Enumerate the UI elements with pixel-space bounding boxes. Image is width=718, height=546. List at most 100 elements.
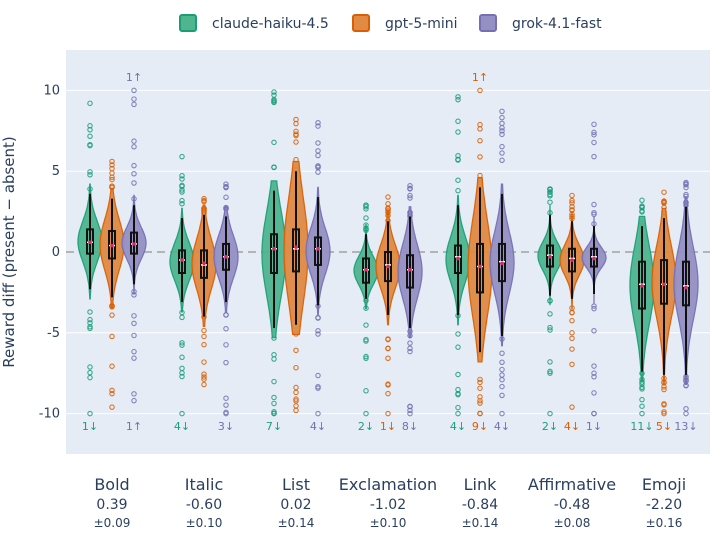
outlier-point (683, 405, 689, 412)
outlier-point (407, 182, 413, 189)
violin-mean-marker (684, 285, 688, 290)
outlier-point (179, 370, 185, 376)
outlier-point (179, 173, 185, 179)
outlier-point (407, 410, 413, 417)
violin-mean-marker (386, 264, 390, 269)
outlier-point (591, 327, 597, 334)
outlier-point (385, 201, 391, 207)
outlier-point (293, 364, 299, 371)
outlier-point (385, 355, 391, 361)
outlier-point (109, 174, 115, 180)
outlier-point (271, 139, 277, 146)
x-category-label: Exclamation (339, 475, 437, 494)
legend-swatch (179, 14, 197, 32)
outlier-point (455, 129, 461, 135)
outlier-point (477, 87, 483, 94)
outlier-point (407, 345, 413, 352)
x-category-label: Link (464, 475, 498, 494)
outlier-point (179, 153, 185, 160)
outlier-point (315, 148, 321, 154)
x-category-label: Italic (185, 475, 223, 494)
outlier-point (87, 364, 93, 370)
outlier-point (179, 410, 185, 417)
clip-count-label: 4↓ (564, 420, 580, 433)
outlier-point (499, 150, 505, 156)
outlier-point (201, 376, 207, 382)
outlier-point (131, 96, 137, 102)
outlier-point (293, 403, 299, 409)
x-category-mean: 0.39 (96, 497, 127, 513)
outlier-point (569, 200, 575, 206)
outlier-point (131, 87, 137, 94)
clip-count-label: 13↓ (674, 420, 697, 433)
outlier-point (569, 197, 575, 204)
outlier-point (591, 153, 597, 160)
x-category-se: ±0.14 (278, 516, 315, 530)
outlier-point (569, 361, 575, 368)
outlier-point (131, 171, 137, 177)
outlier-point (591, 370, 597, 376)
outlier-point (499, 125, 505, 131)
outlier-point (315, 372, 321, 379)
outlier-point (407, 403, 413, 410)
outlier-point (639, 197, 645, 204)
outlier-point (87, 169, 93, 175)
outlier-point (499, 157, 505, 164)
outlier-point (639, 204, 645, 210)
violin-iqr-box (498, 242, 506, 283)
outlier-point (179, 176, 185, 182)
outlier-point (201, 371, 207, 377)
outlier-point (547, 370, 553, 376)
clip-count-label: 1↑ (126, 420, 142, 433)
outlier-point (661, 189, 667, 195)
outlier-point (109, 333, 115, 340)
outlier-point (271, 99, 277, 105)
outlier-point (131, 391, 137, 397)
top-clip-label: 1↑ (472, 71, 488, 84)
outlier-point (455, 404, 461, 411)
x-category-se: ±0.08 (554, 516, 591, 530)
outlier-point (179, 183, 185, 190)
violin-iqr-box (660, 259, 668, 305)
violin-iqr-box (292, 228, 300, 273)
x-category-se: ±0.16 (646, 516, 683, 530)
violin-mean-marker (272, 246, 276, 251)
outlier-point (109, 404, 115, 410)
violin-mean-marker (316, 246, 320, 251)
outlier-point (293, 347, 299, 354)
outlier-point (591, 129, 597, 136)
outlier-point (499, 108, 505, 115)
outlier-point (591, 139, 597, 146)
violin-iqr-box (476, 242, 484, 294)
outlier-point (547, 410, 553, 417)
outlier-point (385, 410, 391, 417)
outlier-point (271, 394, 277, 401)
outlier-point (223, 402, 229, 408)
outlier-point (179, 354, 185, 361)
outlier-point (363, 203, 369, 210)
outlier-point (87, 127, 93, 133)
outlier-point (639, 410, 645, 417)
y-tick-label: 5 (52, 164, 60, 179)
x-category-se: ±0.10 (186, 516, 223, 530)
outlier-point (131, 320, 137, 327)
outlier-point (569, 404, 575, 410)
violin-iqr-box (130, 231, 138, 255)
outlier-point (109, 158, 115, 165)
y-axis-label: Reward diff (present − absent) (0, 136, 18, 367)
violin-mean-marker (110, 243, 114, 248)
outlier-point (455, 118, 461, 125)
outlier-point (293, 139, 299, 145)
violin-mean-marker (640, 284, 644, 288)
y-tick-label: 10 (43, 83, 60, 98)
outlier-point (477, 121, 483, 128)
outlier-point (591, 303, 597, 309)
legend-swatch (479, 14, 497, 32)
outlier-point (87, 323, 93, 330)
outlier-point (131, 397, 137, 404)
outlier-point (477, 385, 483, 391)
outlier-point (661, 409, 667, 415)
violin-iqr-box (454, 244, 462, 275)
outlier-point (201, 381, 207, 388)
